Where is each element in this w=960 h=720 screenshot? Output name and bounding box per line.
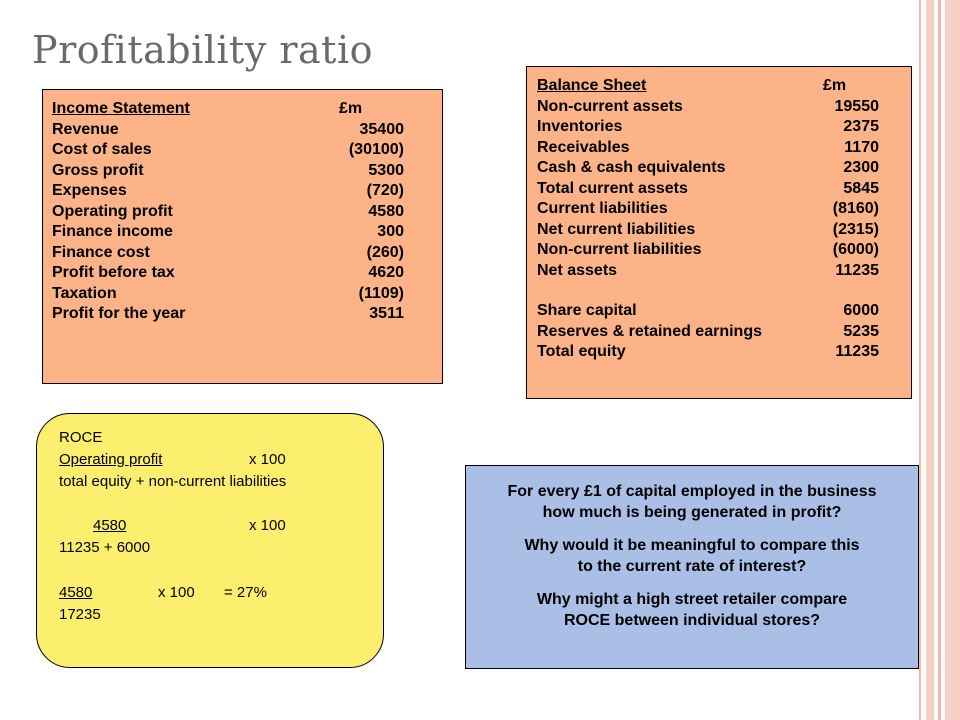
line-item-label: Total equity <box>537 343 626 360</box>
income-statement-row: Profit before tax 4620 <box>52 263 442 284</box>
question-3-line-2: ROCE between individual stores? <box>563 612 821 629</box>
line-item-value: 300 <box>377 223 404 240</box>
line-item-value: 1170 <box>844 138 879 156</box>
balance-sheet-unit: £m <box>823 77 847 94</box>
line-item-label: Finance cost <box>52 243 150 261</box>
line-item-value: 5235 <box>843 322 879 340</box>
question-2-line-1: Why would it be meaningful to compare th… <box>524 537 860 554</box>
balance-sheet-row: Cash & cash equivalents 2300 <box>537 158 911 179</box>
balance-sheet-row: Share capital 6000 <box>537 301 911 322</box>
income-statement-row: Cost of sales (30100) <box>52 140 442 161</box>
line-item-value: 11235 <box>835 343 879 360</box>
question-1-line-2: how much is being generated in profit? <box>542 504 842 521</box>
line-item-label: Taxation <box>52 284 117 302</box>
roce-formula-numerator: Operating profit <box>59 451 163 468</box>
decor-stripe <box>926 0 934 720</box>
line-item-value: (6000) <box>832 241 879 258</box>
line-item-label: Total current assets <box>537 179 688 197</box>
line-item-value: 4580 <box>368 202 404 220</box>
line-item-value: 3511 <box>369 305 404 322</box>
balance-sheet-row: Non-current liabilities (6000) <box>537 240 911 261</box>
line-item-value: 5300 <box>368 161 404 179</box>
line-item-value: 19550 <box>834 97 880 115</box>
line-item-value: (8160) <box>832 200 879 217</box>
line-item-label: Profit for the year <box>52 305 186 322</box>
income-statement-row: Finance income 300 <box>52 222 442 243</box>
roce-step2-numerator: 4580 <box>59 584 93 601</box>
line-item-label: Revenue <box>52 120 119 138</box>
income-statement-row: Profit for the year 3511 <box>52 304 442 325</box>
balance-sheet-box: Balance Sheet £m Non-current assets 19550… <box>526 66 912 399</box>
income-statement-title: Income Statement <box>52 100 190 117</box>
roce-step1-numerator: 4580 <box>93 517 127 534</box>
line-item-label: Net assets <box>537 261 618 279</box>
discussion-questions-box: For every £1 of capital employed in the … <box>465 465 919 669</box>
line-item-value: 11235 <box>835 261 879 279</box>
roce-formula-denominator: total equity + non-current liabilities <box>59 473 287 490</box>
line-item-label: Non-current liabilities <box>537 241 702 258</box>
line-item-label: Cash & cash equivalents <box>537 159 726 176</box>
income-statement-row: Gross profit 5300 <box>52 161 442 182</box>
roce-step1-multiplier: x 100 <box>249 517 286 534</box>
line-item-value: 5845 <box>843 179 879 197</box>
balance-sheet-row: Reserves & retained earnings 5235 <box>537 322 911 343</box>
question-3-line-1: Why might a high street retailer compare <box>536 591 848 608</box>
line-item-value: (260) <box>366 243 404 261</box>
balance-sheet-row: Net current liabilities (2315) <box>537 220 911 241</box>
question-2-line-2: to the current rate of interest? <box>577 558 807 575</box>
line-item-value: 35400 <box>359 120 405 138</box>
line-item-label: Profit before tax <box>52 264 175 281</box>
balance-sheet-row: Inventories 2375 <box>537 117 911 138</box>
balance-sheet-row: Non-current assets 19550 <box>537 97 911 118</box>
line-item-label: Expenses <box>52 182 127 199</box>
balance-sheet-header: Balance Sheet £m <box>537 76 911 97</box>
decor-stripe <box>919 0 921 720</box>
line-item-label: Net current liabilities <box>537 220 696 238</box>
line-item-label: Cost of sales <box>52 141 152 158</box>
line-item-value: 2375 <box>843 118 879 135</box>
roce-step2-result: = 27% <box>224 584 267 601</box>
balance-sheet-row: Total equity 11235 <box>537 342 911 363</box>
line-item-label: Finance income <box>52 223 173 240</box>
income-statement-rows: Income Statement £m Revenue 35400 Cost of … <box>52 99 442 325</box>
income-statement-row: Finance cost (260) <box>52 243 442 264</box>
line-item-label: Non-current assets <box>537 97 683 115</box>
income-statement-row: Taxation (1109) <box>52 284 442 305</box>
page-title: Profitability ratio <box>32 28 373 72</box>
line-item-label: Share capital <box>537 302 637 319</box>
income-statement-row: Revenue 35400 <box>52 120 442 141</box>
line-item-label: Gross profit <box>52 161 144 179</box>
balance-sheet-row: Net assets 11235 <box>537 261 911 282</box>
roce-calculation-box: ROCE Operating profit x 100 total equity… <box>36 413 384 668</box>
income-statement-header: Income Statement £m <box>52 99 442 120</box>
income-statement-row: Expenses (720) <box>52 181 442 202</box>
line-item-label: Current liabilities <box>537 200 668 217</box>
income-statement-row: Operating profit 4580 <box>52 202 442 223</box>
line-item-value: (720) <box>366 182 404 199</box>
roce-step2-multiplier: x 100 <box>158 584 195 601</box>
line-item-value: 6000 <box>843 302 879 319</box>
question-1-line-1: For every £1 of capital employed in the … <box>507 483 877 500</box>
line-item-label: Reserves & retained earnings <box>537 322 762 340</box>
balance-sheet-row: Total current assets 5845 <box>537 179 911 200</box>
line-item-label: Operating profit <box>52 202 173 220</box>
roce-formula-multiplier: x 100 <box>249 451 286 468</box>
roce-step2-denominator: 17235 <box>59 606 101 623</box>
balance-sheet-row: Receivables 1170 <box>537 138 911 159</box>
line-item-value: (1109) <box>358 284 404 302</box>
balance-sheet-title: Balance Sheet <box>537 77 647 94</box>
line-item-value: (2315) <box>832 220 879 238</box>
line-item-value: 2300 <box>843 159 879 176</box>
roce-step1-denominator: 11235 + 6000 <box>59 539 151 556</box>
line-item-label: Receivables <box>537 138 630 156</box>
line-item-value: (30100) <box>348 141 404 158</box>
line-item-value: 4620 <box>368 264 404 281</box>
decor-stripe <box>945 0 960 720</box>
line-item-label: Inventories <box>537 118 623 135</box>
income-statement-box: Income Statement £m Revenue 35400 Cost of … <box>42 89 443 384</box>
balance-sheet-rows: Balance Sheet £m Non-current assets 19550… <box>537 76 911 363</box>
roce-heading: ROCE <box>59 429 103 446</box>
decor-stripe <box>938 0 941 720</box>
balance-sheet-row: Current liabilities (8160) <box>537 199 911 220</box>
